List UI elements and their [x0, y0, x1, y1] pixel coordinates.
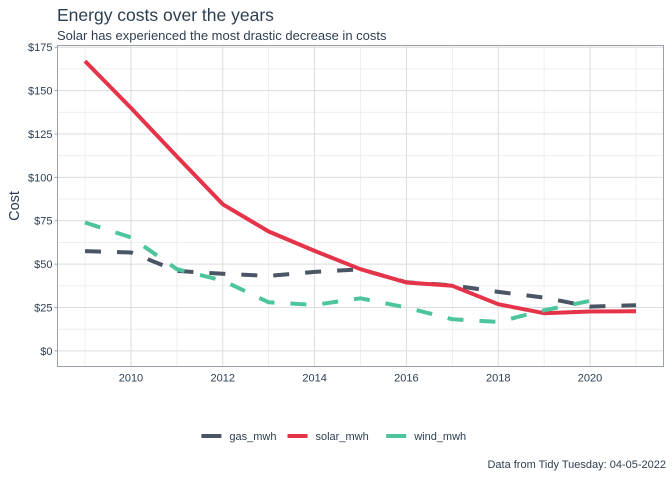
grid-layer	[57, 45, 664, 367]
y-tick-label: $50	[34, 259, 52, 271]
y-axis: $0 $25 $50 $75 $100 $125 $150 $175	[28, 42, 58, 358]
legend-item-wind_mwh: wind_mwh	[386, 431, 466, 443]
legend-label: wind_mwh	[413, 431, 466, 443]
y-tick-label: $0	[40, 346, 52, 358]
x-tick-label: 2018	[486, 373, 510, 385]
y-axis-title: Cost	[7, 191, 23, 221]
legend-item-gas_mwh: gas_mwh	[201, 431, 276, 443]
x-axis: 2010 2012 2014 2016 2018 2020	[119, 373, 603, 385]
legend-label: gas_mwh	[229, 431, 276, 443]
y-tick-label: $125	[28, 129, 52, 141]
y-tick-label: $25	[34, 303, 52, 315]
x-tick-label: 2020	[578, 373, 602, 385]
series-line-solar_mwh	[83, 59, 637, 316]
y-tick-label: $100	[28, 172, 52, 184]
x-tick-label: 2010	[119, 373, 143, 385]
legend: gas_mwh solar_mwh wind_mwh	[201, 431, 466, 443]
chart-title: Energy costs over the years	[57, 5, 274, 25]
plot-panel-border	[57, 45, 664, 367]
y-tick-label: $175	[28, 42, 52, 54]
chart-caption: Data from Tidy Tuesday: 04-05-2022	[487, 459, 666, 471]
chart-subtitle: Solar has experienced the most drastic d…	[57, 28, 387, 43]
legend-label: solar_mwh	[316, 431, 369, 443]
x-tick-label: 2016	[394, 373, 418, 385]
x-tick-label: 2014	[302, 373, 326, 385]
series-layer	[83, 59, 637, 324]
legend-item-solar_mwh: solar_mwh	[287, 431, 369, 443]
y-tick-label: $75	[34, 216, 52, 228]
x-tick-label: 2012	[211, 373, 235, 385]
y-tick-label: $150	[28, 86, 52, 98]
series-line-wind_mwh	[84, 220, 591, 324]
